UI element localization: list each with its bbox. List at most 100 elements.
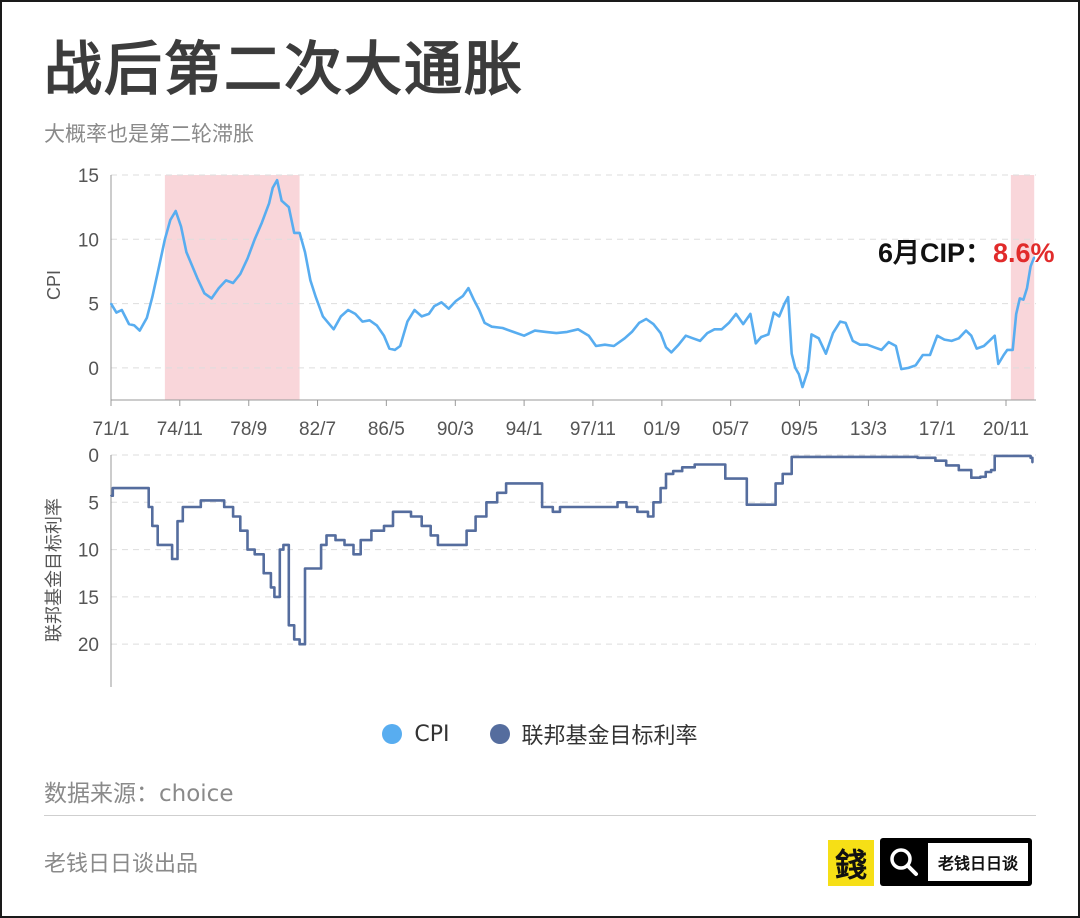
fed-rate-point (334, 539, 337, 542)
cpi-point (749, 312, 752, 315)
cpi-point (684, 334, 687, 337)
fed-rate-point (465, 529, 468, 532)
fed-rate-point (970, 476, 973, 479)
cpi-x-tick-label: 90/3 (437, 419, 474, 440)
cpi-point (156, 271, 159, 274)
fed-rate-point (210, 499, 213, 502)
cpi-point (180, 225, 182, 228)
cpi-x-tick-label: 20/11 (983, 419, 1029, 440)
data-source: 数据来源：choice (44, 781, 234, 807)
cpi-point (190, 264, 193, 266)
cpi-point (454, 300, 457, 302)
fed-rate-point (287, 624, 290, 627)
cpi-point (293, 231, 296, 234)
cpi-point (988, 339, 991, 342)
cpi-point (413, 309, 416, 311)
fed-rate-point (429, 534, 432, 537)
cpi-point (128, 323, 130, 326)
cpi-point (1011, 348, 1014, 351)
fed-rate-point (232, 515, 235, 518)
cpi-annotation-value: 8.6% (993, 238, 1055, 268)
chart-legend: CPI 联邦基金目标利率 (0, 718, 1080, 750)
fed-rate-point (957, 469, 960, 472)
fed-rate-point (659, 487, 662, 490)
cpi-point (806, 369, 809, 372)
cpi-point (900, 368, 903, 371)
fed-rate-point (320, 543, 323, 546)
fed-rate-point (171, 558, 173, 560)
cpi-y-axis-label: CPI (44, 270, 64, 300)
fed-rate-point (325, 534, 328, 537)
cpi-point (677, 343, 680, 346)
fed-rate-point (485, 501, 488, 504)
fed-rate-point (410, 515, 412, 518)
cpi-point (544, 330, 547, 333)
cpi-point (577, 328, 579, 331)
fed-rate-point (273, 595, 276, 598)
fed-rate-point (846, 455, 849, 458)
cpi-point (304, 251, 306, 254)
cpi-point (428, 312, 430, 315)
footer-divider (44, 815, 1036, 816)
cpi-point (340, 315, 342, 318)
fed-rate-point (993, 455, 996, 457)
rate-y-tick-label: 20 (78, 635, 99, 656)
cpi-point (327, 321, 330, 324)
search-icon (883, 841, 925, 883)
brand-logo-glyph: 錢 (835, 846, 867, 884)
cpi-point (1015, 312, 1018, 315)
cpi-x-tick-label: 94/1 (506, 419, 543, 440)
fed-rate-point (223, 506, 226, 508)
cpi-point (670, 351, 673, 354)
cpi-point (844, 321, 847, 324)
cpi-point (110, 302, 112, 305)
cpi-point (604, 343, 606, 346)
cpi-point (203, 292, 206, 295)
cpi-point (887, 341, 890, 344)
cpi-x-tick-label: 09/5 (781, 419, 818, 440)
legend-item-fed-rate[interactable]: 联邦基金目标利率 (489, 718, 698, 750)
cpi-point (783, 302, 786, 305)
cpi-point (217, 287, 220, 290)
fed-rate-point (239, 529, 242, 532)
legend-dot-cpi (382, 724, 403, 744)
cpi-annotation-label: 6月CIP： (878, 238, 992, 268)
cpi-point (787, 296, 790, 299)
cpi-point (1026, 287, 1028, 290)
cpi-point (276, 179, 279, 182)
cpi-point (375, 324, 378, 327)
brand-search-box[interactable]: 老钱日日谈 (880, 838, 1032, 886)
highlight-band-0 (164, 175, 300, 400)
cpi-point (566, 330, 569, 333)
cpi-point (347, 309, 349, 311)
cpi-point (383, 334, 385, 337)
cpi-point (478, 309, 481, 311)
cpi-point (613, 345, 615, 347)
cpi-point (983, 345, 985, 347)
cpi-point (512, 330, 515, 333)
cpi-x-tick-label: 17/1 (919, 419, 956, 440)
legend-item-cpi[interactable]: CPI (382, 718, 450, 750)
cpi-point (880, 348, 883, 351)
fed-rate-point (304, 567, 306, 570)
rate-y-tick-label: 5 (88, 493, 99, 514)
fed-rate-point (352, 553, 355, 556)
cpi-point (824, 352, 827, 355)
legend-label-fed-rate: 联邦基金目标利率 (521, 724, 698, 749)
cpi-point (533, 329, 536, 332)
fed-rate-point (652, 501, 655, 504)
fed-rate-point (724, 477, 727, 480)
fed-rate-point (444, 543, 446, 546)
cpi-point (801, 386, 804, 389)
cpi-y-tick-label: 10 (78, 230, 99, 251)
fed-rate-point (532, 482, 534, 485)
cpi-point (735, 312, 737, 315)
cpi-x-tick-label: 01/9 (643, 419, 680, 440)
cpi-y-tick-label: 15 (78, 166, 99, 187)
cpi-point (146, 316, 148, 319)
fed-rate-point (767, 503, 770, 506)
brand-logo: 錢 (828, 840, 874, 886)
cpi-point (210, 297, 213, 300)
cpi-point (490, 325, 493, 328)
